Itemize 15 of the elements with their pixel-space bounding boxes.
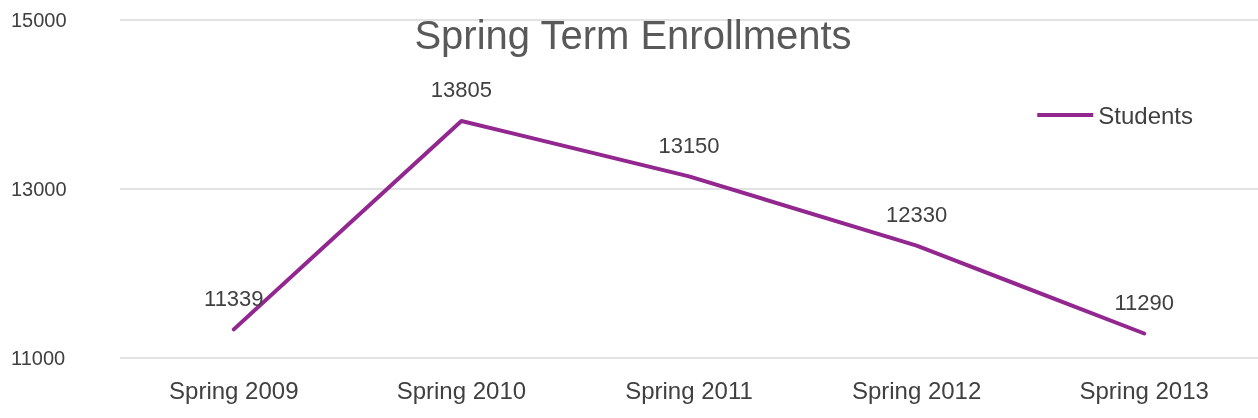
y-tick-label: 13000 (11, 178, 67, 200)
y-tick-label: 15000 (11, 9, 67, 31)
legend-label: Students (1098, 101, 1193, 129)
data-label: 13805 (430, 77, 492, 103)
x-tick-label: Spring 2013 (1079, 376, 1209, 404)
x-tick-label: Spring 2011 (625, 376, 753, 404)
chart-title: Spring Term Enrollments (414, 13, 852, 57)
y-tick-label: 11000 (11, 347, 66, 369)
x-tick-label: Spring 2012 (851, 376, 982, 404)
data-label: 13150 (658, 132, 720, 158)
x-tick-label: Spring 2010 (396, 376, 527, 404)
x-tick-label: Spring 2009 (169, 376, 299, 404)
data-label: 11290 (1114, 289, 1174, 315)
data-label: 11339 (204, 285, 264, 311)
data-label: 12330 (886, 202, 948, 228)
